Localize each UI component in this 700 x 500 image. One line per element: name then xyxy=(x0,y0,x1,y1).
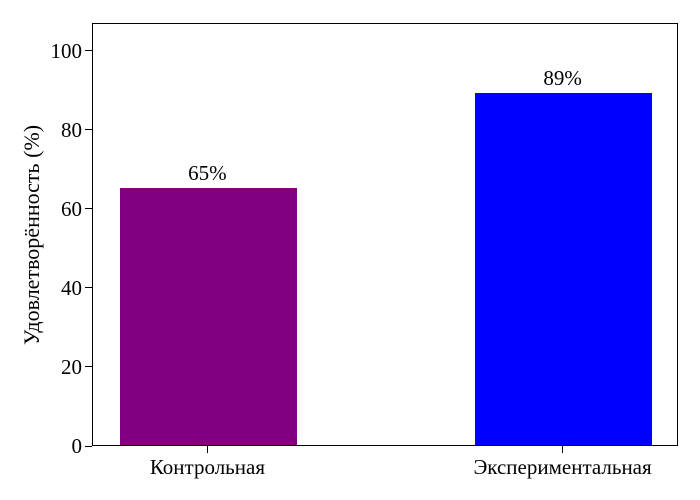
y-axis-tick xyxy=(85,208,92,210)
bar-value-label: 65% xyxy=(188,161,227,186)
y-axis-tick xyxy=(85,50,92,52)
bar xyxy=(474,93,653,445)
y-axis-tick xyxy=(85,366,92,368)
y-axis-tick-label: 100 xyxy=(50,38,83,63)
y-axis-tick xyxy=(85,287,92,289)
x-axis-tick xyxy=(562,446,564,453)
y-axis-tick-label: 20 xyxy=(61,354,82,379)
y-axis-tick xyxy=(85,129,92,131)
bar xyxy=(119,188,298,445)
bar-value-label: 89% xyxy=(543,66,582,91)
x-axis-tick-label: Экспериментальная xyxy=(473,455,652,479)
x-axis-tick-label: Контрольная xyxy=(149,455,265,479)
x-axis-tick xyxy=(206,446,208,453)
y-axis-tick-label: 80 xyxy=(61,117,82,142)
y-axis-tick-label: 60 xyxy=(61,196,82,221)
y-axis-tick-label: 0 xyxy=(71,434,83,458)
y-axis-tick-label: 40 xyxy=(61,275,82,300)
y-axis-tick xyxy=(85,445,92,447)
plot-area xyxy=(92,23,678,446)
